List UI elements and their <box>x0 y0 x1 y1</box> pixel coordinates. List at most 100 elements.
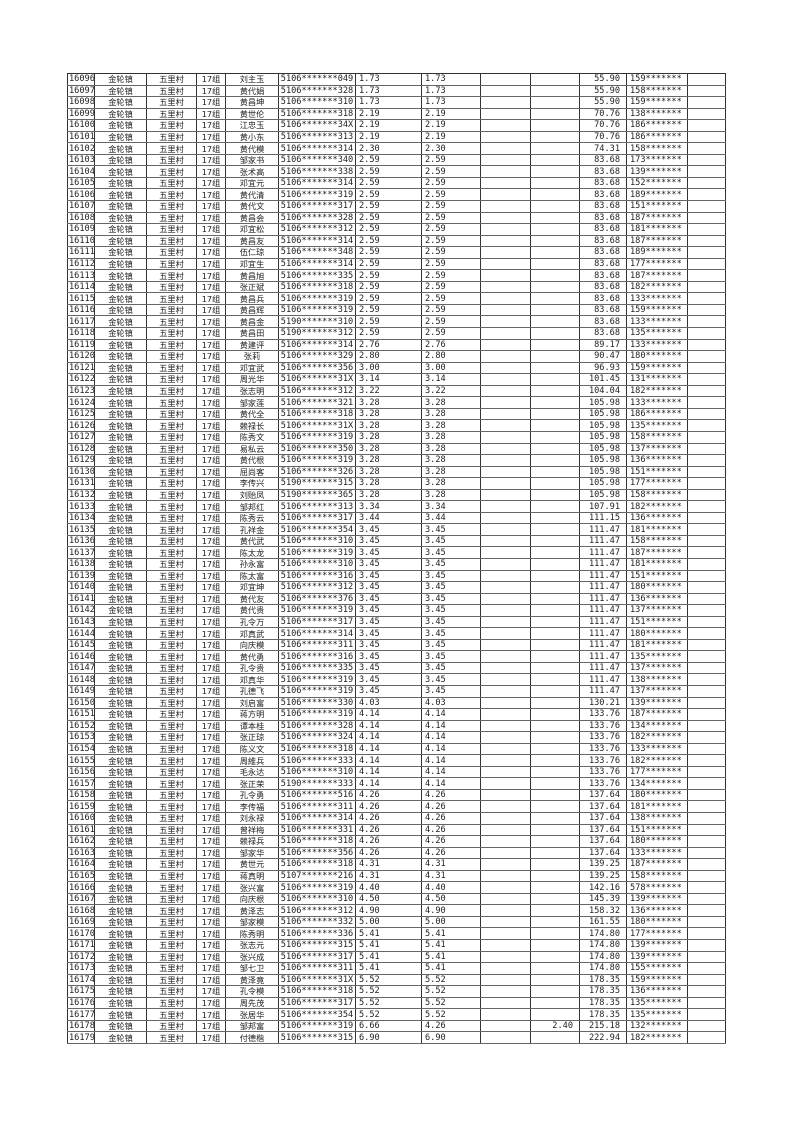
cell-amount: 139.25 <box>579 858 627 871</box>
cell-area-confirmed: 3.45 <box>421 557 481 571</box>
cell-person-name: 邓真武 <box>225 627 279 640</box>
cell-person-name: 黄代全 <box>225 407 279 421</box>
cell-blank <box>687 765 726 779</box>
cell-phone: 136******* <box>626 511 688 525</box>
cell-row-id: 16146 <box>67 650 95 663</box>
cell-blank <box>687 407 726 421</box>
cell-area: 5.52 <box>355 973 422 987</box>
cell-town: 金轮镇 <box>94 627 147 640</box>
cell-id-card: 5106*******319 <box>278 546 356 559</box>
cell-phone: 578******* <box>626 881 688 894</box>
cell-area: 2.59 <box>355 269 422 282</box>
cell-town: 金轮镇 <box>94 269 147 282</box>
cell-area-confirmed: 3.45 <box>421 661 481 675</box>
cell-row-id: 16133 <box>67 500 95 513</box>
cell-id-card: 5106*******348 <box>278 246 356 259</box>
cell-town: 金轮镇 <box>94 153 147 167</box>
cell-village: 五里村 <box>146 650 197 663</box>
cell-row-id: 16115 <box>67 292 95 305</box>
cell-person-name: 赖禄长 <box>225 419 279 432</box>
cell-person-name: 张兴富 <box>225 881 279 894</box>
cell-row-id: 16160 <box>67 812 95 825</box>
cell-amount: 222.94 <box>579 1031 627 1044</box>
table-row: 16177 金轮镇 五里村 17组 张居华 5106*******354 5.52 5.52 1… <box>67 1008 726 1021</box>
cell-id-card: 5106*******321 <box>278 396 356 409</box>
cell-area-confirmed: 2.59 <box>421 200 481 213</box>
cell-row-id: 16148 <box>67 673 95 686</box>
table-row: 16144 金轮镇 五里村 17组 邓真武 5106*******314 3.45 3.45 1… <box>67 627 726 640</box>
cell-adjust-area <box>530 557 580 571</box>
cell-area-confirmed: 3.45 <box>421 615 481 629</box>
cell-group: 17组 <box>196 569 226 583</box>
cell-id-card: 5106*******318 <box>278 858 356 871</box>
table-row: 16132 金轮镇 五里村 17组 刘贻凤 5190*******365 3.28 3.28 1… <box>67 488 726 502</box>
cell-person-name: 黄代勇 <box>225 650 279 663</box>
cell-id-card: 5106*******326 <box>278 465 356 479</box>
cell-amount: 101.45 <box>579 373 627 386</box>
cell-person-name: 黄代娟 <box>225 84 279 98</box>
cell-area-confirmed: 5.41 <box>421 939 481 952</box>
cell-area-confirmed: 4.40 <box>421 881 481 894</box>
cell-blank <box>687 107 726 121</box>
cell-amount: 133.76 <box>579 754 627 767</box>
cell-extra-col <box>480 373 531 386</box>
cell-phone: 180******* <box>626 350 688 363</box>
cell-blank <box>687 257 726 271</box>
cell-group: 17组 <box>196 511 226 525</box>
cell-id-card: 5106*******314 <box>278 234 356 248</box>
cell-area-confirmed: 2.59 <box>421 303 481 317</box>
cell-person-name: 刘启富 <box>225 696 279 710</box>
cell-id-card: 5106*******319 <box>278 708 356 721</box>
cell-phone: 133******* <box>626 396 688 409</box>
cell-amount: 133.76 <box>579 765 627 779</box>
cell-adjust-area <box>530 800 580 813</box>
cell-row-id: 16172 <box>67 950 95 964</box>
cell-town: 金轮镇 <box>94 915 147 929</box>
cell-row-id: 16129 <box>67 454 95 467</box>
cell-town: 金轮镇 <box>94 107 147 121</box>
cell-phone: 181******* <box>626 557 688 571</box>
cell-blank <box>687 638 726 652</box>
cell-group: 17组 <box>196 777 226 790</box>
table-row: 16176 金轮镇 五里村 17组 周先茂 5106*******317 5.52 5.52 1… <box>67 996 726 1010</box>
cell-phone: 139******* <box>626 696 688 710</box>
cell-row-id: 16145 <box>67 638 95 652</box>
cell-extra-col <box>480 731 531 744</box>
cell-adjust-area <box>530 511 580 525</box>
cell-adjust-area <box>530 823 580 837</box>
cell-town: 金轮镇 <box>94 800 147 813</box>
cell-area: 4.31 <box>355 869 422 883</box>
cell-blank <box>687 661 726 675</box>
cell-blank <box>687 361 726 375</box>
cell-village: 五里村 <box>146 350 197 363</box>
cell-blank <box>687 696 726 710</box>
cell-amount: 174.80 <box>579 939 627 952</box>
cell-town: 金轮镇 <box>94 211 147 225</box>
table-row: 16155 金轮镇 五里村 17组 周維兵 5106*******333 4.14 4.14 1… <box>67 754 726 767</box>
table-row: 16145 金轮镇 五里村 17组 向庆模 5106*******311 3.45 3.45 1… <box>67 638 726 652</box>
cell-extra-col <box>480 223 531 236</box>
cell-adjust-area <box>530 962 580 975</box>
cell-village: 五里村 <box>146 869 197 883</box>
cell-area: 6.90 <box>355 1031 422 1044</box>
cell-person-name: 周維兵 <box>225 754 279 767</box>
cell-area-confirmed: 3.45 <box>421 523 481 536</box>
cell-person-name: 邓宜元 <box>225 176 279 190</box>
cell-extra-col <box>480 973 531 987</box>
cell-village: 五里村 <box>146 569 197 583</box>
cell-blank <box>687 292 726 305</box>
cell-id-card: 5106*******318 <box>278 107 356 121</box>
cell-area-confirmed: 4.26 <box>421 800 481 813</box>
cell-row-id: 16132 <box>67 488 95 502</box>
cell-extra-col <box>480 176 531 190</box>
cell-village: 五里村 <box>146 915 197 929</box>
cell-phone: 159******* <box>626 973 688 987</box>
cell-amount: 133.76 <box>579 742 627 756</box>
cell-area-confirmed: 2.59 <box>421 211 481 225</box>
cell-group: 17组 <box>196 350 226 363</box>
cell-person-name: 孙永富 <box>225 557 279 571</box>
table-row: 16149 金轮镇 五里村 17组 孔德飞 5106*******319 3.45 3.45 1… <box>67 685 726 698</box>
cell-village: 五里村 <box>146 892 197 906</box>
cell-village: 五里村 <box>146 338 197 352</box>
cell-row-id: 16176 <box>67 996 95 1010</box>
